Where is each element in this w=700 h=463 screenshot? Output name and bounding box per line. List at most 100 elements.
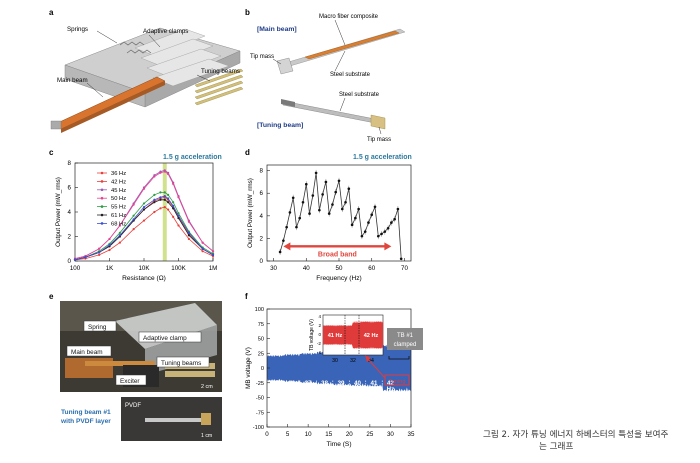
series-point-c: [187, 231, 190, 234]
y-tick-label-c: 8: [68, 160, 72, 167]
label-spring: Spring: [88, 324, 107, 331]
series-point-d: [350, 223, 354, 227]
x-tick-label-c: 10K: [138, 265, 150, 272]
segment-label-unit-f: Hz: [321, 386, 329, 393]
tb-clamped-label-1: TB #1: [397, 333, 414, 339]
series-point-c: [172, 201, 175, 204]
series-line-c: [74, 195, 214, 261]
y-tick-label-f: -25: [256, 381, 264, 387]
figure: a: [45, 3, 437, 454]
series-point-c: [159, 171, 162, 174]
series-point-d: [295, 225, 298, 229]
series-point-d: [376, 234, 380, 238]
series-point-c: [167, 208, 170, 211]
inset-x-tick-label: 30: [332, 358, 338, 364]
tuning-box: [384, 374, 410, 386]
label-springs: Springs: [67, 26, 88, 33]
series-point-d: [327, 212, 331, 215]
series-point-c: [177, 196, 180, 199]
x-tick-label-f: 20: [346, 431, 353, 438]
series-point-c: [201, 247, 204, 250]
series-point-c: [132, 214, 135, 217]
inset-y-tick-label: 4: [318, 314, 321, 319]
panel-d: d 1.5 g acceleration 30 40 50 60 70 0 2 4 6 8 Freq…: [245, 148, 412, 282]
series-point-c: [142, 219, 146, 222]
series-point-d: [308, 212, 311, 215]
series-point-c: [163, 191, 166, 194]
series-point-c: [163, 170, 166, 173]
legend-label-c: 50 Hz: [111, 196, 126, 202]
panel-letter-a: a: [49, 8, 54, 17]
label-main-beam-photo: Main beam: [71, 349, 103, 356]
series-line-c: [74, 206, 214, 261]
series-point-c: [108, 243, 111, 247]
series-point-c: [172, 182, 175, 185]
series-point-d: [390, 221, 393, 224]
label-tuning-beams: Tuning beams: [201, 68, 240, 75]
x-tick-label-d: 30: [270, 265, 277, 272]
series-point-d: [304, 182, 308, 186]
series-point-c: [153, 193, 156, 196]
series-point-c: [163, 206, 166, 209]
segment-label-unit-f: Hz: [288, 386, 296, 393]
band-arrowhead-right: [384, 242, 392, 251]
x-tick-label-d: 70: [401, 265, 408, 272]
voltage-signal-f: [267, 344, 411, 392]
series-point-c: [118, 224, 121, 227]
legend-label-c: 42 Hz: [111, 179, 126, 185]
panel-f: f 0 5 10 15 20 25 30 351007550250-25-50-75-100T…: [245, 292, 423, 448]
series-point-d: [360, 234, 364, 238]
series-line-c: [74, 171, 214, 259]
legend-label-c: 36 Hz: [111, 171, 126, 177]
tb-clamped-box: [387, 328, 423, 350]
legend-marker-c: [100, 196, 104, 200]
legend-label-c: 68 Hz: [111, 221, 126, 227]
band-arrowhead-left: [283, 242, 291, 251]
series-point-c: [118, 241, 121, 244]
series-point-d: [386, 226, 390, 230]
tuning-arrowhead: [365, 355, 371, 362]
segment-label-f: 37: [305, 380, 312, 387]
series-point-d: [285, 225, 288, 229]
chart-d: 30 40 50 60 70 0 2 4 6 8 Frequency (Hz) Output Powe…: [247, 164, 412, 282]
x-tick-label-d: 60: [368, 265, 375, 272]
series-point-c: [98, 247, 101, 250]
series-point-c: [142, 208, 146, 211]
inset-x-tick-label: 34: [368, 358, 374, 364]
segment-label-f: 39: [338, 380, 345, 387]
inset-y-tick-label: -2: [317, 341, 322, 346]
series-point-c: [187, 220, 190, 223]
series-point-d: [324, 180, 328, 184]
series-point-c: [159, 198, 162, 201]
label-pvdf: PVDF: [125, 403, 141, 409]
y-tick-label-c: 6: [68, 185, 72, 192]
panel-letter-f: f: [245, 292, 248, 301]
x-tick-label-f: 15: [325, 431, 332, 438]
x-axis-label-f: Time (S): [326, 441, 351, 448]
x-tick-label-f: 5: [286, 431, 290, 438]
inset-y-tick-label: -4: [317, 350, 322, 355]
tb-clamped-label-2: clamped: [394, 342, 417, 348]
x-tick-label-f: 35: [408, 431, 415, 438]
series-point-c: [153, 201, 156, 204]
legend-marker-c: [100, 222, 104, 225]
inset-freq-left: 41 Hz: [328, 333, 343, 339]
segment-label-f: 40: [354, 380, 361, 387]
series-point-c: [201, 241, 204, 244]
series-point-c: [167, 172, 170, 176]
series-point-d: [357, 207, 360, 211]
x-tick-label-c: 1K: [106, 265, 114, 272]
y-tick-label-c: 0: [68, 258, 72, 265]
series-point-c: [211, 253, 215, 256]
series-point-c: [142, 187, 146, 190]
series-point-d: [301, 200, 305, 204]
y-tick-label-d: 4: [260, 213, 264, 220]
series-point-c: [132, 228, 135, 231]
series-point-c: [108, 237, 111, 241]
segment-label-f: 42: [387, 380, 394, 387]
label-adaptive-clamps: Adaptive clamps: [143, 28, 188, 35]
panel-letter-e: e: [49, 292, 54, 301]
segment-label-f: 36: [288, 380, 295, 387]
panel-b: b [Main beam] Macro fiber composite Tip …: [245, 8, 406, 143]
